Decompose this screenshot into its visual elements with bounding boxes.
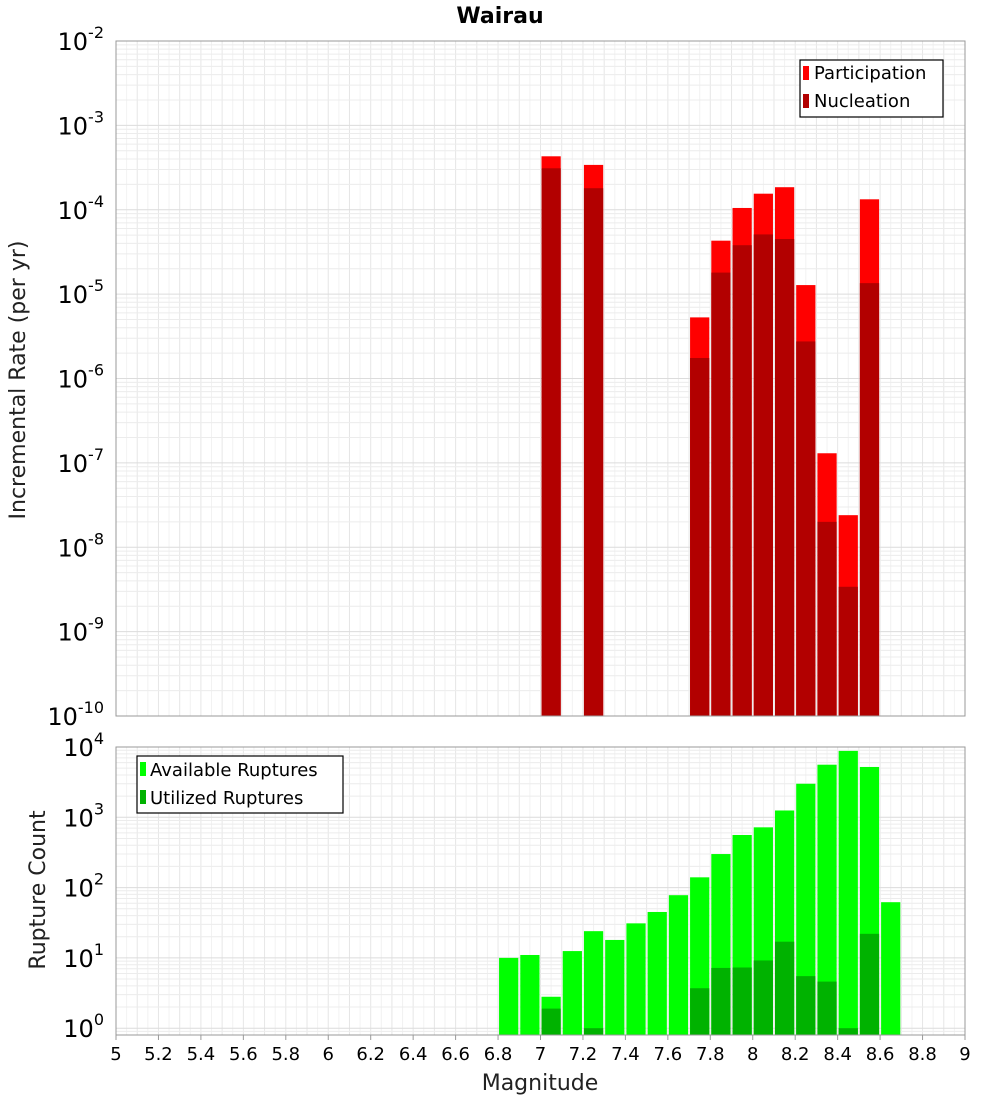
available-ruptures-bar	[583, 931, 604, 1035]
participation-legend-label: Participation	[814, 63, 926, 84]
x-tick-label: 5.8	[271, 1044, 300, 1065]
utilized-ruptures-bar	[541, 1008, 561, 1035]
nucleation-bar	[796, 341, 816, 716]
x-tick-label: 7.4	[611, 1044, 640, 1065]
x-tick-label: 9	[959, 1044, 970, 1065]
utilized-ruptures-bar	[774, 941, 795, 1035]
utilized-legend-label: Utilized Ruptures	[150, 788, 303, 809]
count-y-axis-label: Rupture Count	[26, 810, 51, 970]
nucleation-bar	[711, 272, 731, 716]
rate-plot-frame	[115, 40, 966, 717]
nucleation-bar	[690, 357, 710, 716]
x-tick-label: 7.8	[696, 1044, 725, 1065]
x-tick-label: 6.8	[484, 1044, 513, 1065]
rate-y-tick-label: 10-4	[58, 192, 105, 225]
count-y-tick-label: 100	[63, 1010, 104, 1043]
utilized-legend-swatch	[140, 790, 146, 804]
count-y-tick-label: 102	[63, 870, 104, 903]
available-ruptures-bar	[796, 783, 816, 1035]
utilized-ruptures-bar	[838, 1028, 858, 1035]
available-ruptures-bar	[817, 764, 837, 1035]
available-ruptures-bar	[647, 911, 667, 1035]
utilized-ruptures-bar	[753, 960, 773, 1035]
nucleation-bar	[838, 586, 858, 716]
rate-y-tick-label: 10-7	[58, 445, 105, 478]
rate-plot: 10-10 10-9 10-8 10-7 10-6 10-5 10-4 10-3 10-2	[47, 23, 966, 731]
nucleation-bar	[541, 168, 561, 716]
x-tick-label: 8.4	[823, 1044, 852, 1065]
x-tick-label: 6	[323, 1044, 334, 1065]
utilized-ruptures-bar	[859, 933, 880, 1035]
utilized-ruptures-bar	[583, 1028, 604, 1035]
chart-title: Wairau	[456, 4, 543, 29]
rate-y-axis-label: Incremental Rate (per yr)	[6, 241, 31, 520]
nucleation-legend-swatch	[803, 94, 809, 108]
x-tick-label: 8.6	[866, 1044, 895, 1065]
rate-y-tick-label: 10-9	[58, 614, 105, 647]
available-legend-label: Available Ruptures	[150, 760, 318, 781]
x-tick-label: 5.2	[144, 1044, 173, 1065]
rate-y-tick-label: 10-2	[58, 23, 105, 56]
nucleation-bar	[774, 239, 795, 716]
utilized-ruptures-bar	[690, 988, 710, 1035]
x-tick-label: 7	[535, 1044, 546, 1065]
available-ruptures-bar	[562, 951, 582, 1035]
count-y-tick-label: 104	[63, 729, 104, 762]
rate-y-tick-label: 10-8	[58, 529, 105, 562]
utilized-ruptures-bar	[732, 967, 752, 1035]
x-tick-label: 7.2	[569, 1044, 598, 1065]
participation-legend-swatch	[803, 66, 809, 80]
utilized-ruptures-bar	[796, 976, 816, 1035]
rate-y-tick-label: 10-10	[47, 698, 104, 731]
utilized-ruptures-bar	[711, 967, 731, 1035]
x-tick-label: 6.6	[441, 1044, 470, 1065]
x-tick-label: 5	[110, 1044, 121, 1065]
count-plot: 100 101 102 103 104 5 5.2 5.4 5.6 5.8 6 6.2 6.4 6.6 6.…	[63, 729, 970, 1065]
nucleation-bar	[817, 521, 837, 716]
nucleation-bar	[859, 283, 880, 716]
count-legend: Available Ruptures Utilized Ruptures	[136, 755, 344, 814]
x-tick-label: 8.2	[781, 1044, 810, 1065]
rate-legend: Participation Nucleation	[799, 59, 944, 118]
count-legend-box	[136, 755, 344, 814]
nucleation-bar	[732, 245, 752, 717]
utilized-ruptures-bar	[817, 981, 837, 1035]
x-tick-label: 7.6	[654, 1044, 683, 1065]
nucleation-bar	[583, 188, 604, 717]
available-ruptures-bar	[520, 954, 540, 1035]
available-legend-swatch	[140, 762, 146, 776]
rate-y-tick-label: 10-5	[58, 276, 105, 309]
x-tick-label: 8.8	[908, 1044, 937, 1065]
available-ruptures-bar	[626, 923, 646, 1035]
available-ruptures-bar	[881, 902, 901, 1035]
count-y-tick-label: 101	[63, 940, 104, 973]
available-ruptures-bar	[499, 957, 519, 1035]
nucleation-legend-label: Nucleation	[814, 91, 910, 112]
count-y-tick-label: 103	[63, 799, 104, 832]
x-tick-label: 6.4	[399, 1044, 428, 1065]
available-ruptures-bar	[605, 939, 625, 1035]
x-tick-label: 5.4	[187, 1044, 216, 1065]
available-ruptures-bar	[668, 895, 689, 1035]
x-tick-label: 8	[747, 1044, 758, 1065]
x-tick-label: 5.6	[229, 1044, 258, 1065]
nucleation-bar	[753, 234, 773, 716]
x-tick-label: 6.2	[356, 1044, 385, 1065]
x-axis-label: Magnitude	[482, 1071, 599, 1096]
rate-y-tick-label: 10-6	[58, 361, 105, 394]
rate-y-tick-label: 10-3	[58, 107, 105, 140]
rate-legend-box	[799, 59, 944, 118]
available-ruptures-bar	[838, 750, 858, 1035]
